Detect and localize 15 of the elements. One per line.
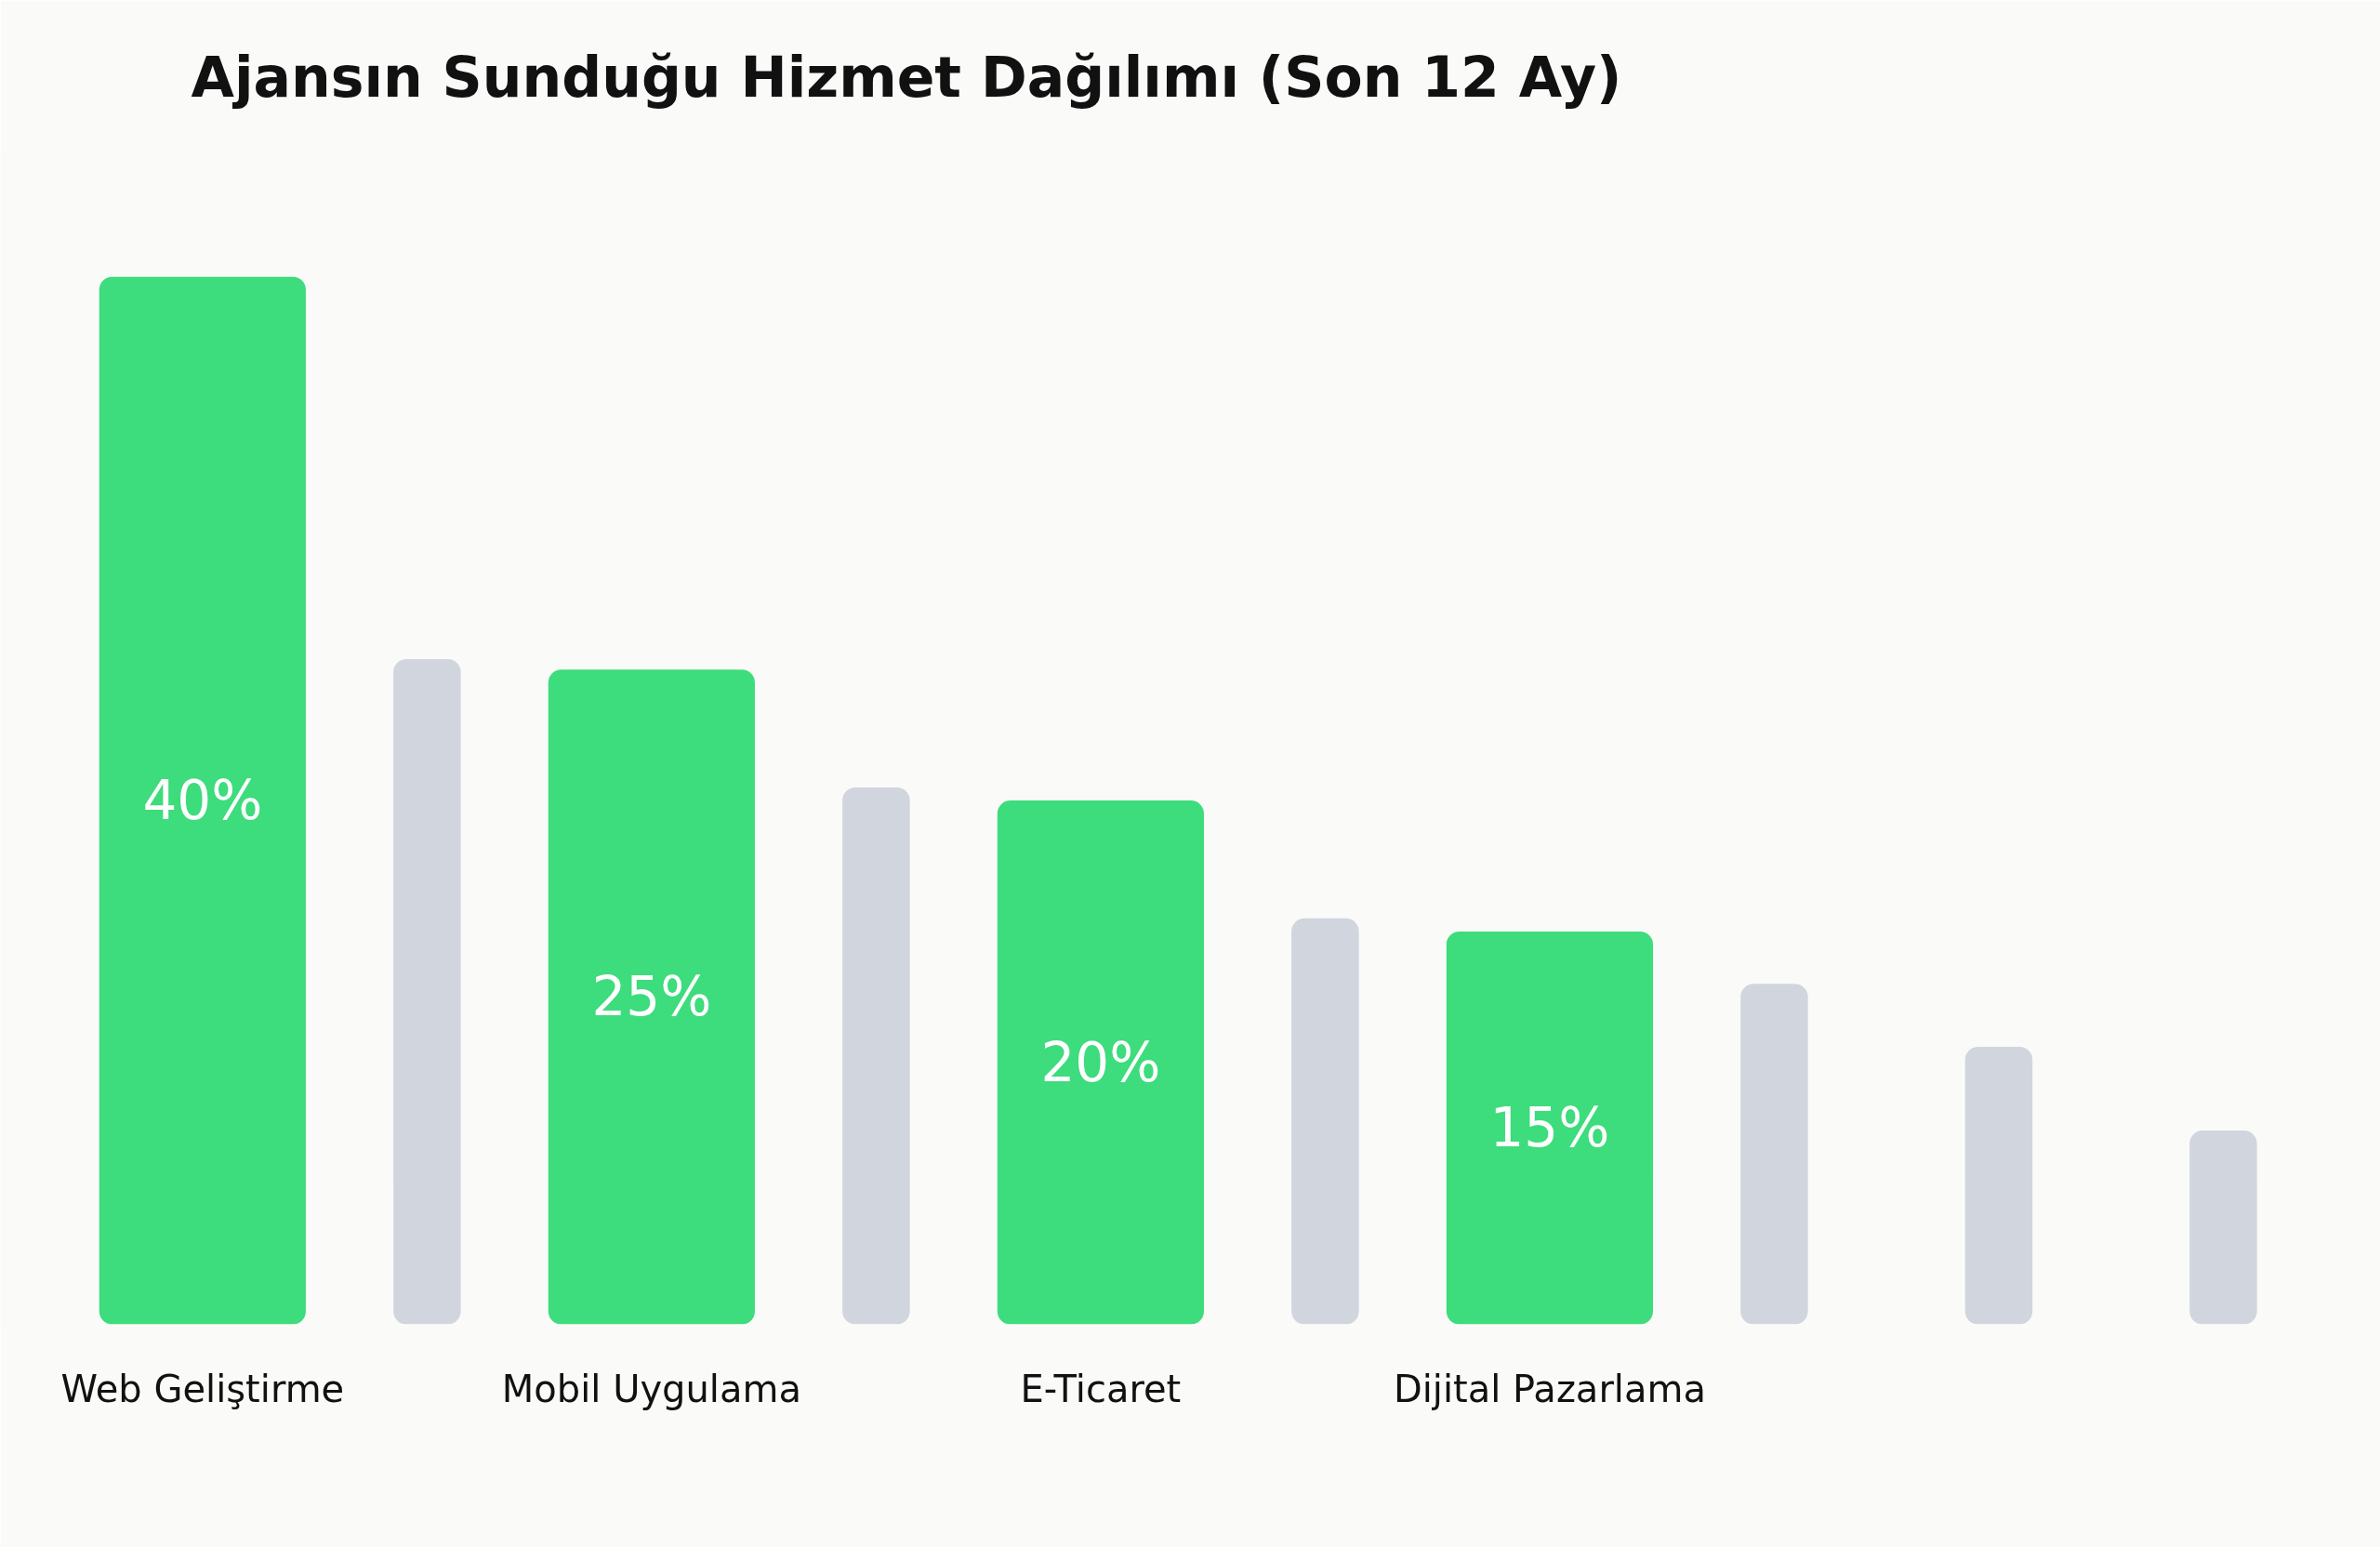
data-label: 15% (1489, 1096, 1610, 1160)
x-tick-label: Dijital Pazarlama (1393, 1367, 1706, 1410)
bar (1964, 1046, 2033, 1325)
bar (2189, 1130, 2257, 1325)
bar (1740, 984, 1808, 1325)
x-tick-label: Mobil Uygulama (501, 1367, 801, 1410)
chart-title: Ajansın Sunduğu Hizmet Dağılımı (Son 12 Ay) (191, 44, 1622, 110)
data-label: 20% (1040, 1030, 1161, 1094)
bar (842, 787, 910, 1325)
bar (393, 658, 461, 1325)
x-tick-label: E-Ticaret (1020, 1367, 1182, 1410)
x-tick-label: Web Geliştirme (60, 1367, 345, 1410)
data-label: 25% (591, 965, 712, 1029)
data-label: 40% (142, 769, 263, 833)
bar (1291, 918, 1359, 1325)
